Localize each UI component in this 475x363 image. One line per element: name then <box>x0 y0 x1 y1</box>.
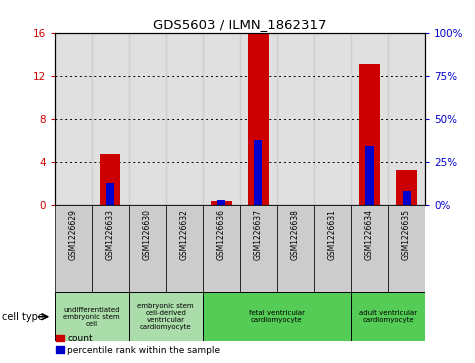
Text: cell type: cell type <box>2 312 44 322</box>
FancyBboxPatch shape <box>351 205 388 292</box>
FancyBboxPatch shape <box>203 205 240 292</box>
Title: GDS5603 / ILMN_1862317: GDS5603 / ILMN_1862317 <box>153 19 327 32</box>
Text: fetal ventricular
cardiomyocyte: fetal ventricular cardiomyocyte <box>249 310 305 323</box>
FancyBboxPatch shape <box>129 205 166 292</box>
Bar <box>166 33 203 205</box>
Bar <box>360 64 380 205</box>
Bar <box>314 33 351 205</box>
FancyBboxPatch shape <box>92 205 129 292</box>
Text: GSM1226636: GSM1226636 <box>217 209 226 260</box>
Bar <box>365 147 374 205</box>
Text: undifferentiated
embryonic stem
cell: undifferentiated embryonic stem cell <box>63 307 120 327</box>
Text: GSM1226633: GSM1226633 <box>106 209 114 260</box>
FancyBboxPatch shape <box>351 292 425 341</box>
Bar <box>55 33 92 205</box>
Bar <box>240 33 277 205</box>
Bar <box>388 33 425 205</box>
Bar <box>203 33 240 205</box>
FancyBboxPatch shape <box>55 292 129 341</box>
Bar <box>254 140 263 205</box>
Text: adult ventricular
cardiomyocyte: adult ventricular cardiomyocyte <box>359 310 417 323</box>
FancyBboxPatch shape <box>203 292 351 341</box>
FancyBboxPatch shape <box>240 205 277 292</box>
Bar <box>248 33 268 205</box>
Text: GSM1226635: GSM1226635 <box>402 209 411 260</box>
FancyBboxPatch shape <box>55 205 92 292</box>
Bar <box>100 154 120 205</box>
FancyBboxPatch shape <box>388 205 425 292</box>
Text: embryonic stem
cell-derived
ventricular
cardiomyocyte: embryonic stem cell-derived ventricular … <box>137 303 194 330</box>
Bar <box>397 170 417 205</box>
Bar <box>106 183 114 205</box>
Text: GSM1226634: GSM1226634 <box>365 209 374 260</box>
FancyBboxPatch shape <box>314 205 351 292</box>
Bar <box>351 33 388 205</box>
Legend: count, percentile rank within the sample: count, percentile rank within the sample <box>52 331 224 359</box>
Bar <box>211 201 231 205</box>
Text: GSM1226630: GSM1226630 <box>143 209 152 260</box>
Bar <box>129 33 166 205</box>
Bar <box>217 200 226 205</box>
Text: GSM1226637: GSM1226637 <box>254 209 263 260</box>
Text: GSM1226632: GSM1226632 <box>180 209 189 260</box>
FancyBboxPatch shape <box>166 205 203 292</box>
FancyBboxPatch shape <box>277 205 314 292</box>
Text: GSM1226631: GSM1226631 <box>328 209 337 260</box>
Text: GSM1226629: GSM1226629 <box>69 209 77 260</box>
Text: GSM1226638: GSM1226638 <box>291 209 300 260</box>
Bar <box>402 191 411 205</box>
Bar <box>277 33 314 205</box>
Bar <box>92 33 129 205</box>
FancyBboxPatch shape <box>129 292 203 341</box>
